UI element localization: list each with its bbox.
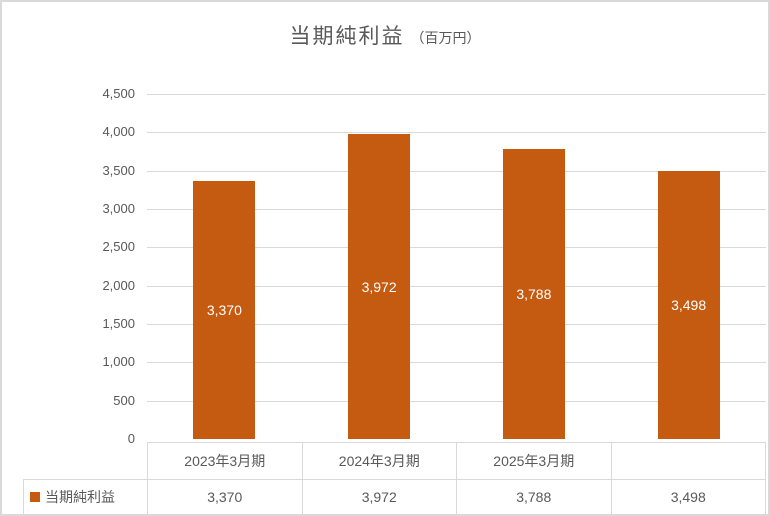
table-category-header — [610, 442, 766, 479]
y-axis-tick-label: 4,000 — [102, 124, 135, 140]
y-axis-tick-label: 4,500 — [102, 86, 135, 101]
series-name-label: 当期純利益 — [45, 489, 115, 505]
chart-title: 当期純利益 （百万円） — [2, 20, 768, 56]
table-row-header: 当期純利益 — [23, 479, 147, 514]
gridline — [147, 209, 766, 210]
gridline — [147, 285, 766, 287]
table-value-cell: 3,972 — [301, 479, 456, 514]
bar-data-label: 3,788 — [516, 285, 552, 302]
y-axis-tick-label: 3,500 — [102, 162, 135, 178]
table-value-cell: 3,370 — [147, 479, 302, 514]
table-header-row: 2023年3月期 2024年3月期 2025年3月期 — [23, 442, 766, 479]
table-corner-cell — [23, 442, 147, 479]
gridline — [147, 132, 766, 134]
chart-title-unit: （百万円） — [410, 30, 481, 46]
bar-data-label: 3,972 — [361, 278, 397, 295]
bar-: 3,498 — [657, 170, 720, 439]
gridline — [147, 247, 766, 249]
y-axis-tick-label: 0 — [127, 431, 135, 446]
gridline — [147, 400, 766, 402]
y-axis-tick-label: 3,000 — [102, 201, 135, 216]
gridline — [147, 362, 766, 364]
table-value-cell: 3,498 — [610, 479, 766, 514]
bar-20243: 3,972 — [348, 134, 411, 439]
y-axis-tick-label: 2,000 — [102, 277, 135, 293]
y-axis-tick-label: 2,500 — [102, 239, 135, 255]
table-value-cell: 3,788 — [456, 479, 611, 514]
bar-data-label: 3,498 — [671, 296, 707, 313]
table-category-header: 2024年3月期 — [301, 442, 456, 479]
gridline — [147, 324, 766, 325]
plot-area: 3,370 3,972 3,788 3,498 — [147, 94, 766, 439]
bar-data-label: 3,370 — [206, 301, 242, 318]
table-category-header: 2023年3月期 — [147, 442, 302, 479]
bar-20253: 3,788 — [502, 148, 565, 439]
table-value-row: 当期純利益 3,370 3,972 3,788 3,498 — [23, 479, 766, 514]
chart-title-text: 当期純利益 — [289, 25, 405, 48]
y-axis-tick-label: 1,000 — [102, 354, 135, 370]
table-category-header: 2025年3月期 — [456, 442, 611, 479]
bar-20233: 3,370 — [193, 180, 256, 439]
legend-key-icon — [30, 492, 40, 502]
gridline — [147, 170, 766, 172]
y-axis-tick-label: 500 — [113, 392, 135, 408]
y-axis-tick-label: 1,500 — [102, 316, 135, 331]
data-table: 2023年3月期 2024年3月期 2025年3月期 当期純利益 3,370 3,97… — [23, 442, 766, 514]
gridline — [147, 94, 766, 95]
